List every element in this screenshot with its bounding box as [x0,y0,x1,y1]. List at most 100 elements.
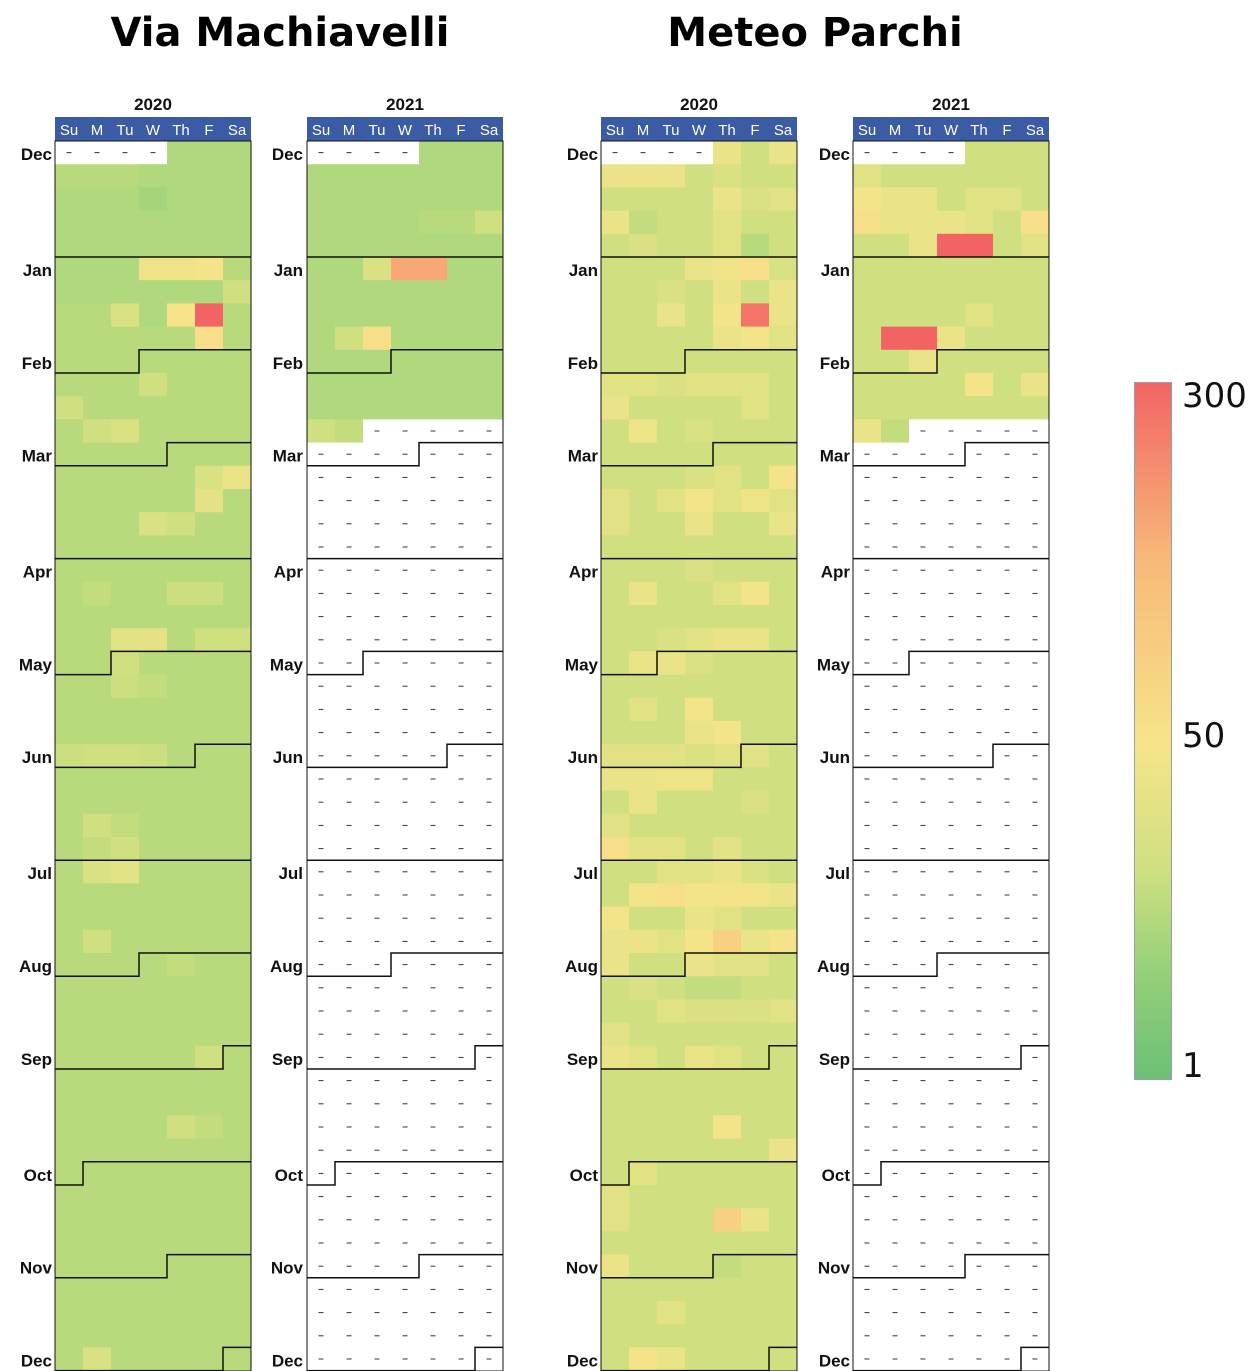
day-cell [419,210,448,235]
day-cell [195,1092,224,1116]
day-cell [853,257,882,281]
day-cell [601,442,630,467]
day-cell [363,210,392,235]
day-cell [713,442,742,467]
day-cell [685,1347,714,1371]
day-cell [83,1045,112,1070]
day-cell [629,233,658,258]
day-cell [685,1138,714,1163]
day-cell [111,1347,140,1371]
month-label: May [270,655,304,674]
day-cell [167,953,196,977]
day-cell [769,280,798,304]
day-cell [55,651,84,676]
day-cell [769,1254,798,1279]
month-label: Dec [567,145,598,164]
day-cell [769,535,798,560]
day-cell [909,164,938,188]
day-cell [195,697,224,722]
day-cell [853,280,882,304]
day-cell [629,999,658,1024]
day-cell [713,1347,742,1371]
day-cell [713,721,742,745]
day-cell [629,1045,658,1070]
day-cell [55,396,84,420]
day-cell [629,280,658,304]
day-cell [713,813,742,838]
day-cell [1021,280,1050,304]
day-cell [741,674,770,699]
day-cell [55,906,84,931]
day-cell [195,326,224,351]
legend-gradient-bar [1134,382,1172,1080]
weekday-label: Sa [1026,122,1045,139]
day-cell [769,1347,798,1371]
day-cell [769,558,798,583]
year-label: 2021 [386,95,424,114]
month-label: Apr [821,563,851,582]
day-cell [391,373,420,397]
day-cell [83,651,112,676]
day-cell [601,628,630,652]
day-cell [657,1092,686,1116]
day-cell [195,535,224,560]
day-cell [601,164,630,188]
day-cell [741,790,770,815]
day-cell [83,535,112,560]
day-cell [167,164,196,188]
month-boundary-line [307,1045,503,1070]
month-label: Dec [21,145,52,164]
day-cell [223,419,252,444]
month-boundary-line [55,1161,251,1186]
day-cell [83,628,112,652]
day-cell [55,303,84,328]
day-cell [601,1161,630,1186]
day-cell [55,164,84,188]
day-cell [167,257,196,281]
day-cell [769,164,798,188]
day-cell [223,233,252,258]
weekday-label: Su [312,122,330,139]
day-cell [139,419,168,444]
day-cell [55,1277,84,1302]
day-cell [769,512,798,536]
day-cell [55,1324,84,1348]
day-cell [363,257,392,281]
day-cell [195,1161,224,1186]
day-cell [195,373,224,397]
day-cell [55,976,84,1000]
day-cell [629,396,658,420]
day-cell [83,929,112,954]
day-cell [657,721,686,745]
day-cell [475,303,504,328]
day-cell [769,976,798,1000]
day-cell [629,929,658,954]
day-cell [167,651,196,676]
day-cell [713,1208,742,1232]
day-cell [223,465,252,490]
day-cell [55,674,84,699]
day-cell [741,1092,770,1116]
day-cell [195,1069,224,1093]
day-cell [741,1115,770,1140]
day-cell [55,1092,84,1116]
day-cell [657,1069,686,1093]
day-cell [685,535,714,560]
day-cell [55,512,84,536]
month-boundary-line [55,650,251,676]
day-cell [601,1231,630,1256]
day-cell [601,535,630,560]
day-cell [741,349,770,374]
month-boundary-line [601,952,797,977]
day-cell [685,883,714,908]
day-cell [223,953,252,977]
day-cell [741,233,770,258]
day-cell [657,280,686,304]
day-cell [685,767,714,792]
day-cell [195,349,224,374]
day-cell [223,187,252,212]
day-cell [685,280,714,304]
day-cell [55,581,84,606]
day-cell [111,605,140,629]
weekday-label: Th [172,122,190,139]
